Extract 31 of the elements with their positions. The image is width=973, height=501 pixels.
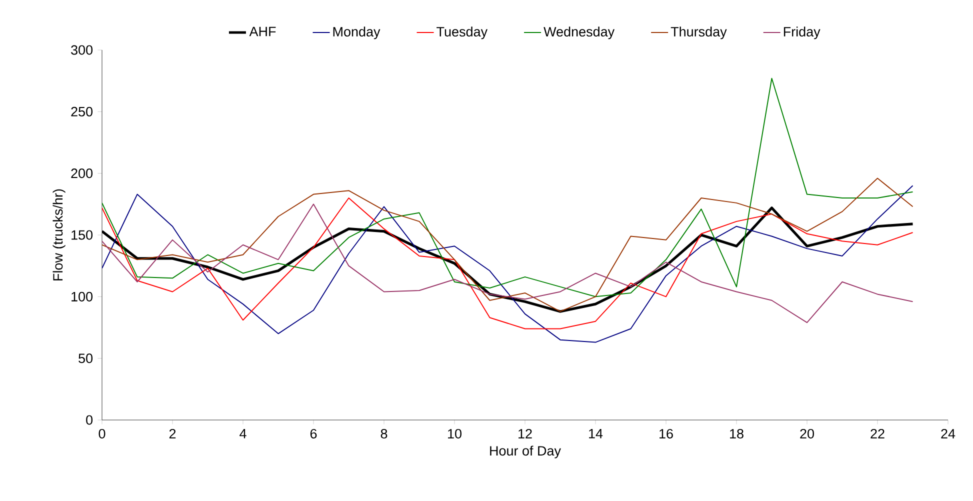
x-tick-label: 12: [518, 428, 532, 438]
y-tick-label: 250: [71, 106, 93, 116]
line-series: [102, 185, 914, 343]
y-axis-title: Flow (trucks/hr): [52, 189, 66, 280]
legend-label: AHF: [249, 26, 276, 36]
x-tick-label: 2: [169, 428, 176, 438]
legend-label: Thursday: [670, 26, 727, 40]
x-tick-label: 16: [660, 428, 673, 438]
legend-label: Monday: [333, 26, 380, 40]
y-tick-label: 200: [71, 168, 93, 178]
line-series: [102, 178, 914, 312]
y-tick-label: 0: [86, 415, 93, 425]
x-tick-label: 20: [800, 428, 814, 438]
x-tick-label: 22: [870, 428, 884, 438]
y-tick-label: 300: [71, 45, 93, 55]
y-tick-label: 50: [78, 354, 93, 364]
x-axis-title: Hour of Day: [490, 446, 561, 458]
x-tick-label: 6: [310, 428, 317, 438]
legend-label: Tuesday: [436, 26, 488, 40]
x-tick-label: 24: [941, 428, 956, 438]
legend-label: Wednesday: [544, 26, 615, 40]
x-tick-label: 8: [380, 428, 388, 438]
x-tick-label: 10: [448, 428, 462, 438]
x-tick-label: 4: [240, 428, 246, 438]
x-tick-label: 18: [730, 428, 744, 438]
x-tick-label: 14: [589, 428, 603, 438]
line-series: [102, 78, 914, 298]
y-tick-label: 100: [72, 292, 93, 302]
legend-label: Friday: [784, 26, 820, 40]
x-tick-label: 0: [98, 428, 106, 438]
y-tick-label: 150: [72, 230, 93, 240]
